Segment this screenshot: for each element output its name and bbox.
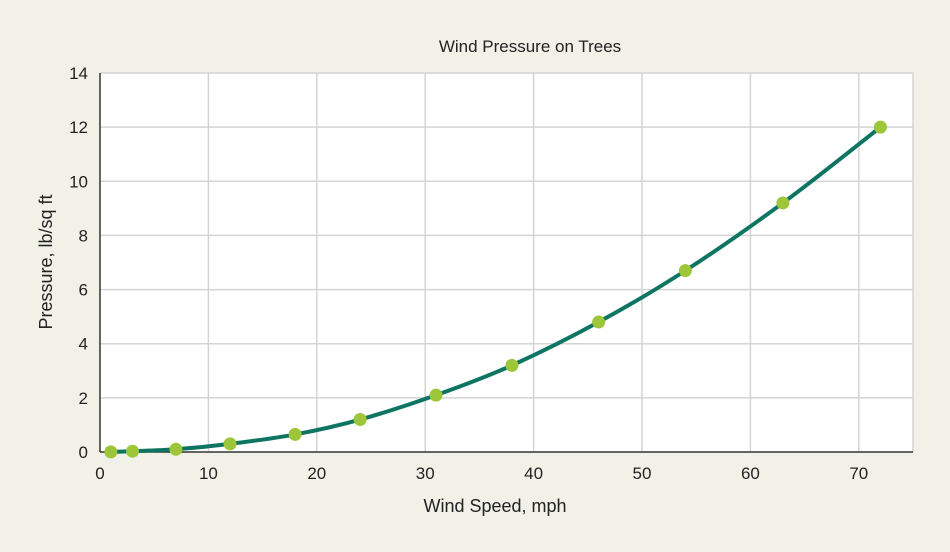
y-tick-label: 12 — [69, 118, 88, 137]
x-tick-label: 60 — [741, 464, 760, 483]
axes — [99, 73, 913, 453]
data-point — [169, 442, 183, 456]
x-tick-label: 50 — [633, 464, 652, 483]
y-tick-label: 10 — [69, 172, 88, 191]
data-point — [126, 444, 140, 458]
data-point — [429, 388, 443, 402]
y-tick-label: 14 — [69, 64, 88, 83]
x-tick-label: 30 — [416, 464, 435, 483]
x-tick-label: 70 — [849, 464, 868, 483]
grid — [100, 72, 914, 452]
data-point — [505, 358, 519, 372]
y-tick-label: 0 — [79, 443, 88, 462]
y-tick-label: 2 — [79, 389, 88, 408]
y-tick-label: 8 — [79, 226, 88, 245]
data-point — [353, 413, 367, 427]
data-point — [223, 437, 237, 451]
y-tick-label: 6 — [79, 281, 88, 300]
data-point — [678, 264, 692, 278]
data-point — [592, 315, 606, 329]
chart-title: Wind Pressure on Trees — [439, 37, 621, 56]
x-tick-label: 10 — [199, 464, 218, 483]
y-tick-label: 4 — [79, 335, 88, 354]
x-tick-label: 0 — [95, 464, 104, 483]
y-axis-label: Pressure, lb/sq ft — [36, 194, 56, 329]
data-points — [104, 120, 887, 459]
x-axis-label: Wind Speed, mph — [423, 496, 566, 516]
data-point — [288, 427, 302, 441]
plot-area — [100, 73, 913, 452]
tick-labels: 0 10 20 30 40 50 60 70 0 2 4 6 8 10 12 14 — [69, 64, 868, 483]
x-tick-label: 20 — [307, 464, 326, 483]
data-point — [104, 445, 118, 459]
data-point — [873, 120, 887, 134]
data-point — [776, 196, 790, 210]
x-tick-label: 40 — [524, 464, 543, 483]
